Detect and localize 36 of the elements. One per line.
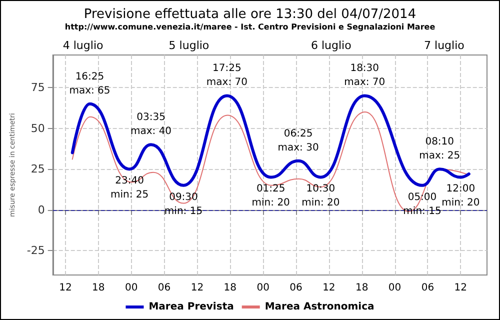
- y-tick-label: 25: [30, 162, 45, 176]
- x-tick-label: 12: [454, 282, 468, 294]
- x2-tick-label: 7 luglio: [424, 39, 465, 52]
- x-tick-label: 12: [190, 282, 204, 294]
- x-tick-label: 06: [290, 282, 302, 294]
- x-tick-label: 18: [355, 282, 368, 294]
- x-tick-label: 12: [322, 282, 336, 294]
- x-tick-label: 00: [124, 282, 138, 294]
- chart-title: Previsione effettuata alle ore 13:30 del 04/07/2014: [84, 7, 416, 22]
- annotation: 17:25 max: 70: [206, 63, 248, 88]
- y-tick-label: -25: [26, 244, 45, 258]
- legend-label: Marea Prevista: [148, 302, 234, 312]
- y-tick-label: 75: [30, 81, 45, 94]
- x2-tick-label: 5 luglio: [168, 39, 210, 52]
- annotation: 12:00 min: 20: [442, 184, 480, 209]
- x-tick-label: 12: [59, 282, 72, 294]
- x2-tick-label: 6 luglio: [310, 39, 352, 52]
- x-tick-label: 06: [421, 282, 434, 294]
- x-tick-label: 00: [256, 282, 270, 294]
- x2-tick-label: 4 luglio: [62, 39, 104, 52]
- annotation: 18:30 max: 70: [344, 63, 386, 88]
- annotation: 03:35 max: 40: [130, 112, 172, 138]
- annotation: 16:25 max: 65: [69, 71, 110, 96]
- chart-subtitle: http://www.comune.venezia.it/maree - Ist. Centro Previsioni e Segnalazioni Maree: [64, 22, 436, 32]
- y-tick-label: 0: [38, 203, 45, 216]
- annotation: 01:25 min: 20: [252, 184, 290, 209]
- x-tick-label: 18: [224, 282, 237, 294]
- annotation: 23:40 min: 25: [110, 176, 149, 201]
- x-tick-label: 06: [158, 282, 171, 294]
- annotation: 06:25 max: 30: [278, 128, 319, 154]
- legend-label: Marea Astronomica: [264, 302, 374, 312]
- x-tick-label: 00: [388, 282, 402, 294]
- x-tick-label: 18: [92, 282, 105, 294]
- annotation: 10:30 min: 20: [302, 184, 340, 209]
- annotation: 08:10 max: 25: [419, 136, 460, 162]
- y-tick-label: 50: [30, 122, 45, 135]
